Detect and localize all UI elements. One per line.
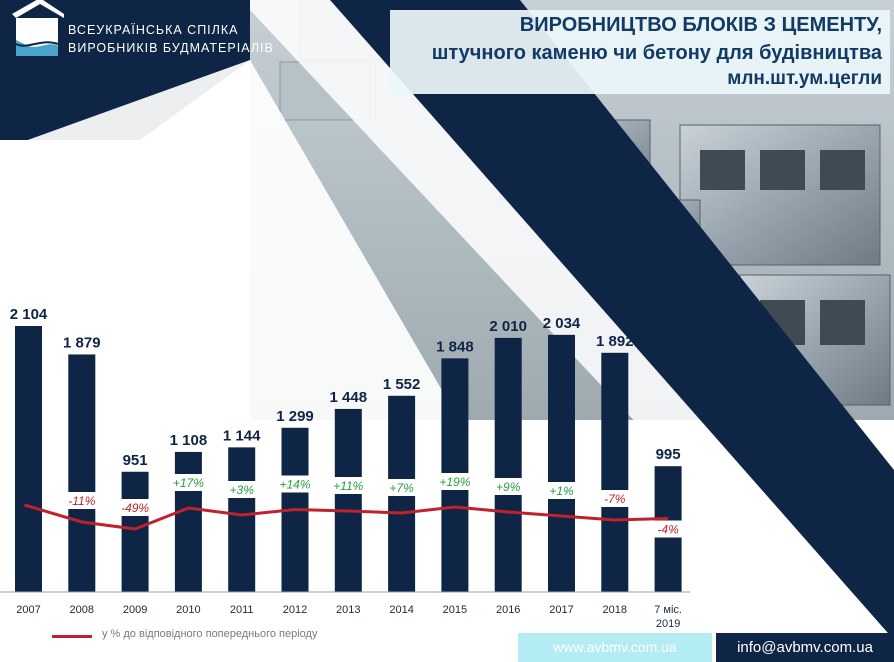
percent-label-text: +3% (230, 483, 255, 497)
percent-label: +3% (221, 481, 262, 498)
x-tick-label: 2010 (176, 604, 200, 616)
percent-label: +19% (434, 473, 475, 490)
percent-label: +9% (488, 478, 529, 495)
bar (68, 354, 96, 592)
bar-value-label: 2 010 (489, 318, 527, 335)
bar-value-label: 1 552 (383, 376, 421, 393)
bar-value-label: 2 104 (10, 306, 48, 323)
bar-value-label: 1 848 (436, 338, 474, 355)
percent-label-bg (488, 478, 529, 495)
chart-title-box: ВИРОБНИЦТВО БЛОКІВ З ЦЕМЕНТУ, штучного к… (390, 10, 890, 94)
bar (494, 337, 522, 592)
bar (601, 352, 629, 592)
percent-label: -4% (648, 520, 689, 538)
percent-label-text: +9% (496, 480, 521, 494)
percent-label: +1% (541, 482, 582, 499)
bar-value-label: 995 (656, 446, 681, 463)
percent-label-text: +11% (333, 479, 363, 493)
email-link[interactable]: info@avbmv.com.ua (716, 633, 894, 662)
chart-title: ВИРОБНИЦТВО БЛОКІВ З ЦЕМЕНТУ, (519, 14, 882, 36)
bar-value-label: 2 034 (543, 315, 581, 332)
growth-line-layer (24, 503, 669, 531)
percent-label-text: -49% (121, 501, 149, 515)
bar-value-label: 1 879 (63, 334, 101, 351)
percent-label: +17% (168, 474, 209, 491)
legend-line-swatch (52, 635, 92, 638)
percent-label-bg (61, 492, 102, 509)
x-tick-label: 7 міс. 2019 (654, 604, 682, 630)
labels-layer: 2 104 1 879 951 1 108 1 144 1 299 1 448 1 552 1 … (10, 306, 689, 538)
percent-label-text: +19% (439, 475, 470, 489)
org-name: ВСЕУКРАЇНСЬКА СПІЛКА ВИРОБНИКІВ БУДМАТЕР… (68, 21, 278, 57)
chart-unit: млн.шт.ум.цегли (727, 68, 882, 89)
percent-label-text: +7% (389, 481, 414, 495)
growth-line (24, 503, 669, 531)
percent-label-text: +1% (549, 484, 574, 498)
bar (121, 471, 149, 592)
legend-label: у % до відповідного попереднього періоду (102, 628, 318, 640)
bars-layer (15, 326, 682, 592)
x-tick-label: 2013 (336, 604, 360, 616)
bar-value-label: 951 (123, 452, 148, 469)
x-tick-label: 2011 (230, 604, 254, 616)
x-tick-label: 2012 (283, 604, 307, 616)
x-tick-label: 2007 (16, 604, 40, 616)
bar-value-label: 1 448 (330, 389, 368, 406)
percent-label-bg (541, 482, 582, 499)
percent-label-bg (381, 479, 422, 496)
bar (15, 326, 42, 592)
x-tick-label: 2015 (443, 604, 467, 616)
percent-label-bg (434, 473, 475, 490)
x-axis: 2007 2008 2009 2010 2011 2012 2013 2014 2015 2016… (0, 591, 690, 630)
website-link[interactable]: www.avbmv.com.ua (518, 633, 712, 662)
percent-label-bg (115, 499, 156, 516)
bar-value-label: 1 108 (170, 432, 208, 449)
bar-value-label: 1 299 (276, 408, 314, 425)
percent-label: +14% (275, 475, 315, 493)
percent-label-bg (594, 490, 635, 507)
percent-label-bg (168, 474, 209, 491)
x-tick-label: 2009 (123, 604, 147, 616)
bar (334, 408, 362, 592)
percent-label-bg (328, 477, 369, 494)
bar (174, 451, 202, 592)
bar (548, 334, 575, 592)
percent-label-bg (221, 481, 262, 498)
percent-label-text: -7% (604, 492, 626, 506)
org-name-line1: ВСЕУКРАЇНСЬКА СПІЛКА (68, 23, 239, 37)
percent-label-bg (275, 475, 315, 493)
x-tick-label: 2017 (549, 604, 573, 616)
chart-subtitle: штучного каменю чи бетону для будівництв… (431, 42, 882, 64)
percent-label-text: -11% (68, 494, 95, 508)
bar-value-label: 1 144 (223, 427, 261, 444)
percent-label-text: +17% (173, 476, 204, 490)
percent-label: +11% (328, 477, 369, 494)
bar (228, 447, 256, 592)
x-tick-label: 2018 (603, 604, 627, 616)
org-name-line2: ВИРОБНИКІВ БУДМАТЕРІАЛІВ (68, 41, 274, 55)
percent-label: +7% (381, 479, 422, 496)
percent-label-text: +14% (279, 478, 310, 492)
x-tick-label: 2008 (70, 604, 94, 616)
logo-house-icon (12, 0, 64, 56)
percent-label-bg (648, 520, 689, 538)
x-tick-label: 2016 (496, 604, 520, 616)
percent-label: -7% (594, 490, 635, 507)
percent-label-text: -4% (657, 523, 679, 537)
bar-value-label: 1 892 (596, 333, 634, 350)
x-tick-label: 2014 (389, 604, 413, 616)
percent-label: -49% (115, 499, 156, 516)
percent-label: -11% (61, 492, 102, 509)
